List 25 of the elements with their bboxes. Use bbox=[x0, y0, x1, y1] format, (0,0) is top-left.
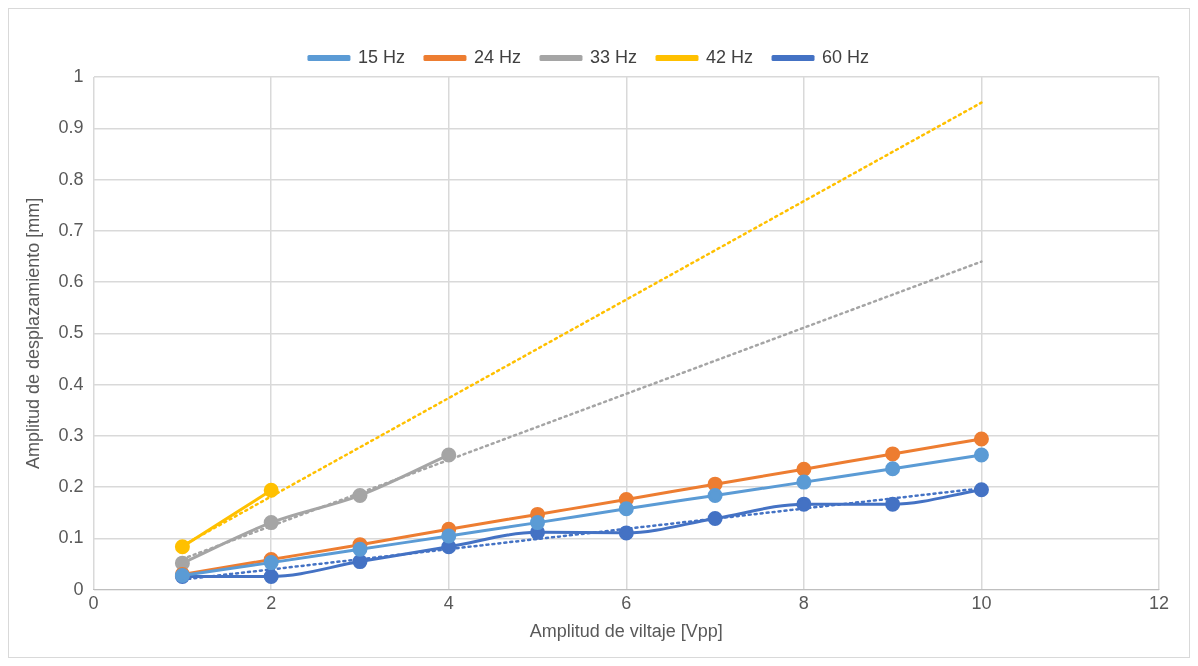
y-tick-label: 0.9 bbox=[58, 117, 84, 138]
y-tick-label: 1 bbox=[73, 65, 84, 86]
x-tick-label: 4 bbox=[443, 592, 454, 613]
x-tick-label: 8 bbox=[798, 592, 809, 613]
y-tick-label: 0.7 bbox=[58, 219, 84, 240]
y-tick-label: 0.1 bbox=[58, 527, 84, 548]
legend-label: 60 Hz bbox=[822, 46, 870, 67]
x-tick-label: 12 bbox=[1148, 592, 1170, 613]
x-tick-label: 0 bbox=[88, 592, 99, 613]
x-tick-label: 10 bbox=[971, 592, 992, 613]
y-tick-label: 0.6 bbox=[58, 271, 84, 292]
x-tick-label: 6 bbox=[621, 592, 632, 613]
legend-label: 42 Hz bbox=[706, 46, 754, 67]
legend-label: 33 Hz bbox=[589, 46, 638, 67]
y-tick-label: 0.4 bbox=[58, 373, 84, 394]
y-tick-label: 0.3 bbox=[58, 424, 84, 445]
x-axis-title: Amplitud de viltaje [Vpp] bbox=[529, 621, 723, 642]
y-tick-label: 0.5 bbox=[58, 322, 84, 343]
legend-label: 15 Hz bbox=[357, 46, 405, 67]
y-tick-label: 0.8 bbox=[58, 168, 84, 189]
x-tick-label: 2 bbox=[266, 592, 277, 613]
legend-label: 24 Hz bbox=[473, 46, 521, 67]
y-axis-title: Amplitud de desplazamiento [mm] bbox=[22, 197, 43, 469]
y-tick-label: 0 bbox=[73, 578, 84, 599]
y-tick-label: 0.2 bbox=[58, 476, 84, 497]
